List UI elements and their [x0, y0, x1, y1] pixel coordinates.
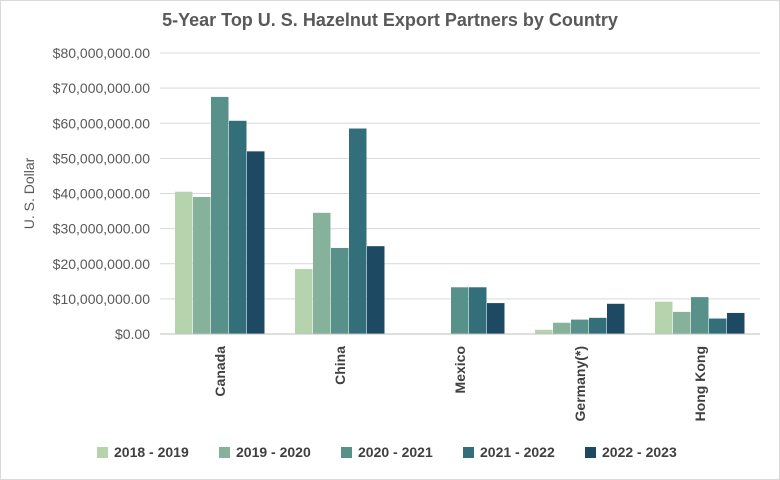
legend-label: 2021 - 2022 [480, 444, 555, 460]
bar [367, 246, 385, 334]
bar [673, 311, 691, 334]
bar [229, 120, 247, 334]
bar [691, 297, 709, 334]
legend-label: 2022 - 2023 [602, 444, 677, 460]
legend-label: 2018 - 2019 [114, 444, 189, 460]
bar [295, 269, 313, 334]
bar [553, 322, 571, 334]
x-category-label: Germany(*) [572, 346, 588, 421]
legend: 2018 - 2019 2019 - 2020 2020 - 2021 2021 - … [97, 444, 677, 460]
axes: $0.00 $10,000,000.00 $20,000,000.00 $30,000… [21, 45, 760, 421]
bar [331, 247, 349, 334]
y-axis-title: U. S. Dollar [21, 157, 37, 229]
bar [175, 191, 193, 334]
bar [487, 303, 505, 334]
y-tick-label: $0.00 [115, 326, 150, 342]
y-tick-label: $20,000,000.00 [53, 256, 151, 272]
bar [589, 317, 607, 334]
legend-swatch [219, 447, 230, 458]
x-category-label: China [332, 346, 348, 385]
bar [607, 303, 625, 334]
x-category-label: Canada [212, 346, 228, 397]
bar [727, 312, 745, 334]
y-tick-label: $80,000,000.00 [53, 45, 151, 61]
bar [349, 128, 367, 334]
y-tick-label: $70,000,000.00 [53, 80, 151, 96]
bar [313, 212, 331, 334]
x-category-label: Mexico [452, 346, 468, 393]
y-tick-label: $60,000,000.00 [53, 115, 151, 131]
y-tick-label: $30,000,000.00 [53, 221, 151, 237]
bar [247, 151, 265, 334]
bar [709, 318, 727, 334]
chart-title: 5-Year Top U. S. Hazelnut Export Partner… [162, 10, 618, 30]
legend-swatch [463, 447, 474, 458]
legend-swatch [341, 447, 352, 458]
legend-label: 2019 - 2020 [236, 444, 311, 460]
legend-swatch [97, 447, 108, 458]
bar [451, 287, 469, 334]
bars [175, 96, 745, 334]
y-tick-label: $50,000,000.00 [53, 150, 151, 166]
bar [535, 329, 553, 334]
legend-swatch [585, 447, 596, 458]
y-tick-label: $40,000,000.00 [53, 186, 151, 202]
bar [655, 301, 673, 334]
bar [193, 197, 211, 334]
legend-label: 2020 - 2021 [358, 444, 433, 460]
bar [469, 287, 487, 334]
y-tick-label: $10,000,000.00 [53, 291, 151, 307]
bar [211, 96, 229, 334]
bar [571, 319, 589, 334]
x-category-label: Hong Kong [692, 346, 708, 421]
